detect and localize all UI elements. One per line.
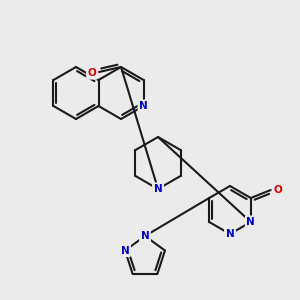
Text: N: N [121,245,129,256]
Text: O: O [273,185,282,195]
Text: O: O [88,68,96,78]
Text: N: N [226,229,234,239]
Text: N: N [139,101,148,111]
Text: N: N [141,231,149,241]
Text: N: N [246,217,255,227]
Text: N: N [154,184,162,194]
